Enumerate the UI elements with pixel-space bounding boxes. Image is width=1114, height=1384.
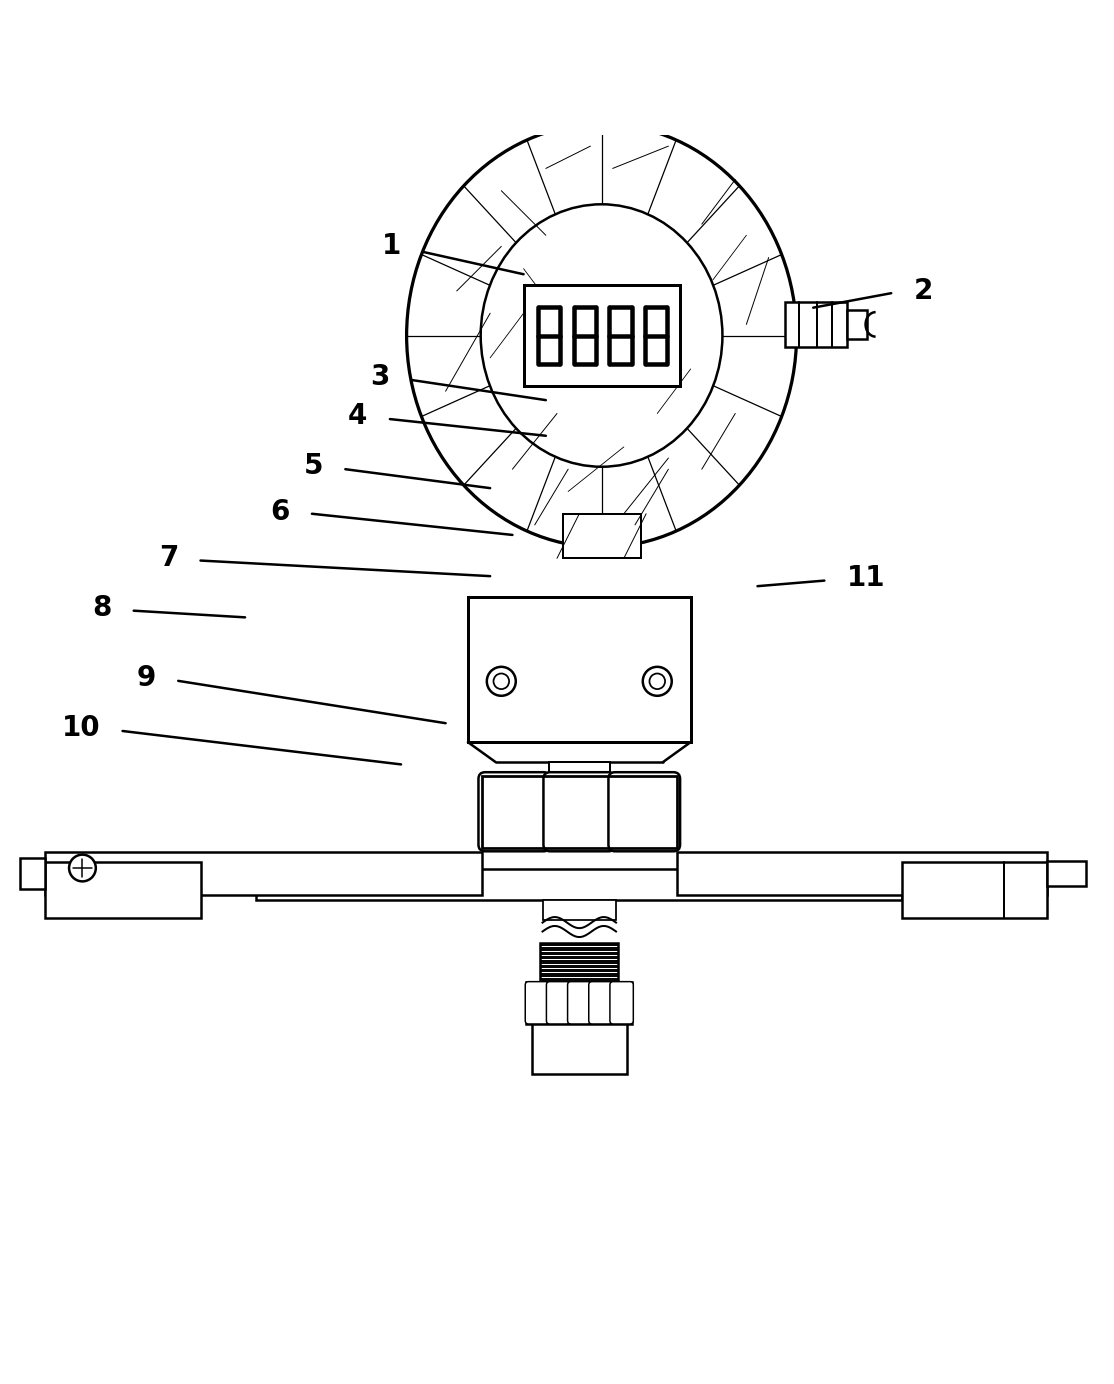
Text: 10: 10 bbox=[61, 714, 100, 742]
Bar bbox=[543, 901, 616, 920]
Text: 11: 11 bbox=[847, 565, 886, 592]
Bar bbox=[1047, 861, 1086, 886]
Circle shape bbox=[69, 855, 96, 882]
Text: 9: 9 bbox=[137, 663, 156, 692]
Bar bbox=[785, 302, 847, 346]
Bar bbox=[902, 862, 1047, 918]
Bar bbox=[45, 853, 482, 894]
Circle shape bbox=[649, 674, 665, 689]
Bar bbox=[532, 1024, 626, 1074]
Bar bbox=[45, 862, 201, 918]
Circle shape bbox=[487, 667, 516, 696]
FancyBboxPatch shape bbox=[608, 772, 681, 851]
Text: 5: 5 bbox=[303, 451, 323, 480]
Ellipse shape bbox=[481, 205, 723, 466]
Bar bbox=[20, 858, 45, 890]
Text: 1: 1 bbox=[382, 233, 401, 260]
Bar bbox=[524, 285, 680, 386]
Bar bbox=[256, 869, 902, 901]
FancyBboxPatch shape bbox=[589, 981, 613, 1024]
Bar bbox=[563, 513, 641, 558]
Text: 2: 2 bbox=[913, 277, 932, 304]
Bar bbox=[468, 598, 691, 742]
Circle shape bbox=[643, 667, 672, 696]
Bar bbox=[677, 853, 1047, 894]
Bar bbox=[481, 775, 676, 848]
FancyBboxPatch shape bbox=[547, 981, 570, 1024]
Text: 7: 7 bbox=[159, 544, 178, 573]
FancyBboxPatch shape bbox=[568, 981, 592, 1024]
Text: 8: 8 bbox=[92, 595, 111, 623]
FancyBboxPatch shape bbox=[610, 981, 633, 1024]
Text: 4: 4 bbox=[349, 401, 368, 429]
FancyBboxPatch shape bbox=[479, 772, 550, 851]
FancyBboxPatch shape bbox=[544, 772, 615, 851]
FancyBboxPatch shape bbox=[526, 981, 549, 1024]
Bar bbox=[548, 763, 610, 775]
Text: 6: 6 bbox=[271, 497, 290, 526]
Circle shape bbox=[494, 674, 509, 689]
Ellipse shape bbox=[407, 123, 797, 547]
Text: 3: 3 bbox=[371, 363, 390, 390]
Bar bbox=[540, 943, 618, 981]
Bar bbox=[847, 310, 867, 339]
Bar bbox=[527, 981, 633, 1024]
Bar bbox=[574, 101, 629, 130]
